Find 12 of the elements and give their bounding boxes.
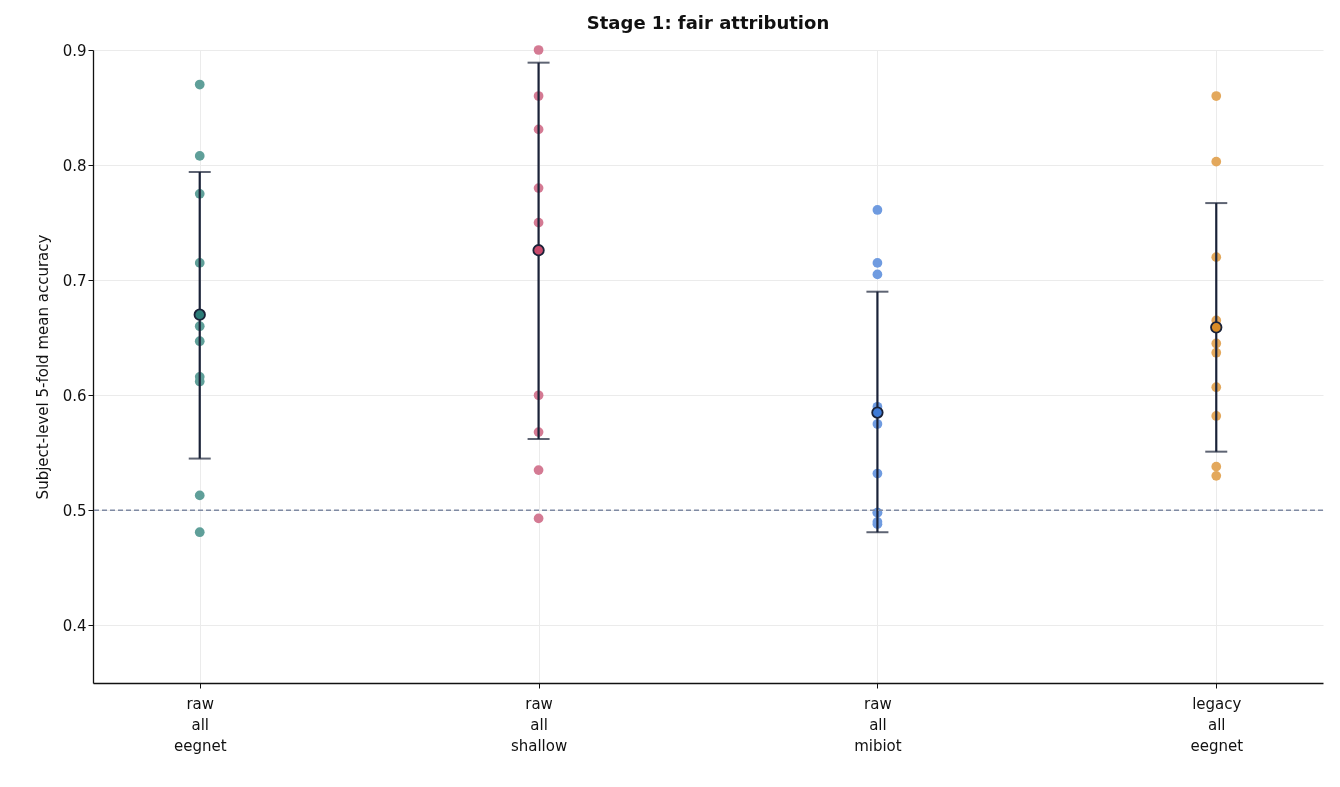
x-tick-label: raw all mibiot [854, 694, 902, 755]
y-axis-title: Subject-level 5-fold mean accuracy [33, 234, 52, 500]
y-tick-label: 0.7 [62, 271, 87, 290]
y-tick-label: 0.9 [62, 41, 87, 60]
x-tick-label: raw all eegnet [173, 694, 227, 755]
x-tick-label: legacy all eegnet [1190, 694, 1244, 755]
chart-title: Stage 1: fair attribution [586, 12, 830, 33]
y-tick-label: 0.8 [62, 156, 87, 175]
y-tick-label: 0.6 [62, 386, 87, 405]
y-tick-label: 0.5 [62, 501, 87, 520]
y-tick-label: 0.4 [62, 616, 87, 635]
x-tick-label: raw all shallow [510, 694, 568, 755]
